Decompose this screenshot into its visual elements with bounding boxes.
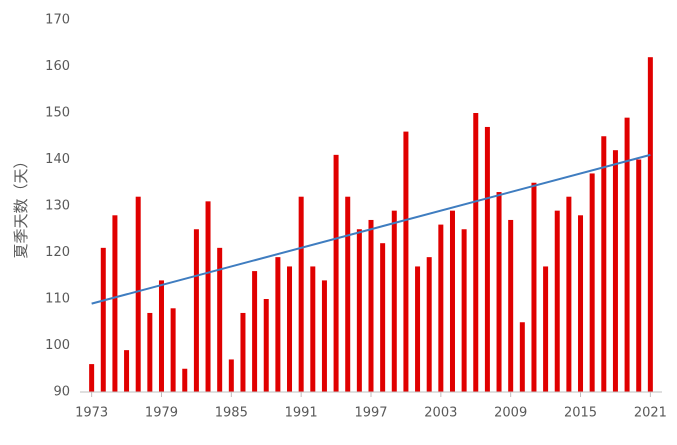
bar <box>508 219 514 392</box>
bar <box>112 215 118 392</box>
bar <box>321 280 327 392</box>
y-tick-label: 120 <box>45 245 70 260</box>
y-tick-label: 140 <box>45 152 70 167</box>
bar <box>380 243 386 392</box>
x-tick-label: 1979 <box>145 406 178 421</box>
bar <box>438 224 444 392</box>
bar <box>368 219 374 392</box>
y-tick-label: 170 <box>45 13 70 28</box>
bar <box>124 350 130 392</box>
bar <box>158 280 164 392</box>
bar <box>205 201 211 392</box>
bar <box>391 210 397 392</box>
bar <box>275 257 281 392</box>
bar <box>228 359 234 392</box>
x-tick-label: 2009 <box>494 406 527 421</box>
bar <box>636 159 642 392</box>
bar <box>566 196 572 392</box>
bar <box>473 113 479 392</box>
y-tick-label: 160 <box>45 59 70 74</box>
bar <box>554 210 560 392</box>
bar <box>519 322 525 392</box>
y-tick-label: 90 <box>53 385 70 400</box>
x-tick-label: 2021 <box>634 406 667 421</box>
bar <box>647 57 653 392</box>
x-tick-label: 1991 <box>285 406 318 421</box>
bar <box>449 210 455 392</box>
x-tick-label: 2015 <box>564 406 597 421</box>
bar <box>89 364 95 392</box>
bar <box>193 229 199 392</box>
y-tick-label: 150 <box>45 106 70 121</box>
bar <box>298 196 304 392</box>
y-tick-label: 130 <box>45 199 70 214</box>
bar <box>287 266 293 392</box>
bar <box>403 131 409 392</box>
x-tick-label: 1997 <box>354 406 387 421</box>
x-tick-label: 1973 <box>75 406 108 421</box>
bar <box>217 247 223 392</box>
bar <box>333 154 339 392</box>
trend-line <box>91 153 651 305</box>
y-tick-label: 110 <box>45 292 70 307</box>
x-tick-label: 1985 <box>215 406 248 421</box>
bar <box>252 271 258 392</box>
bar <box>356 229 362 392</box>
bar <box>182 368 188 392</box>
bar <box>240 312 246 392</box>
bar <box>426 257 432 392</box>
bar <box>345 196 351 392</box>
bar <box>484 126 490 392</box>
y-tick-label: 100 <box>45 338 70 353</box>
bar <box>601 136 607 392</box>
bar <box>415 266 421 392</box>
bar <box>543 266 549 392</box>
bar <box>612 150 618 392</box>
bar <box>100 247 106 392</box>
bar <box>531 182 537 392</box>
x-tick-label: 2003 <box>424 406 457 421</box>
bar <box>147 312 153 392</box>
y-axis-label: 夏季天数（天） <box>12 153 30 258</box>
bar <box>461 229 467 392</box>
bar <box>496 192 502 392</box>
bar <box>170 308 176 392</box>
bar <box>589 173 595 392</box>
bar <box>135 196 141 392</box>
bar <box>624 117 630 393</box>
bar <box>310 266 316 392</box>
bar <box>263 299 269 392</box>
bar <box>578 215 584 392</box>
